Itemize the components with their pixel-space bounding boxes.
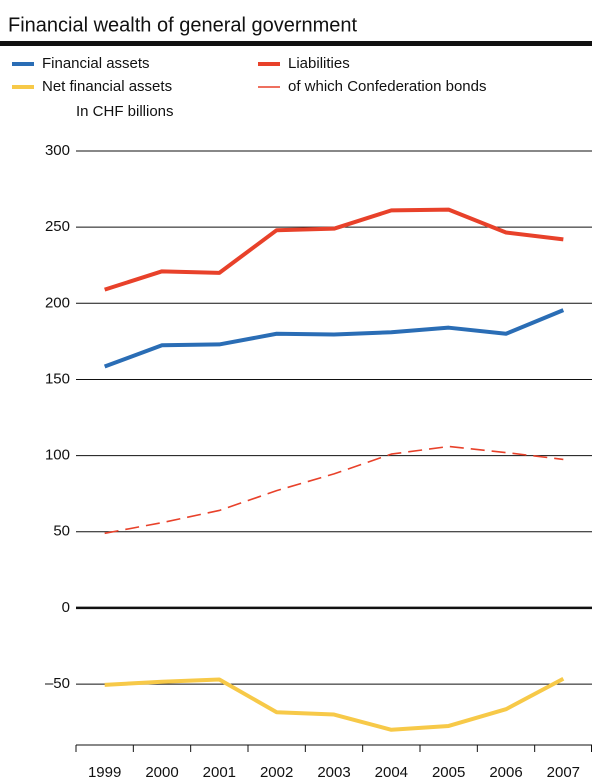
x-tick-label: 2005 — [432, 764, 465, 781]
y-tick-label: 300 — [45, 142, 70, 159]
chart-title: Financial wealth of general government — [8, 14, 358, 36]
legend-label: Liabilities — [288, 55, 350, 72]
x-tick-label: 2002 — [260, 764, 293, 781]
x-tick-label: 2007 — [547, 764, 580, 781]
x-tick-label: 2000 — [145, 764, 178, 781]
legend-label: Net financial assets — [42, 78, 172, 95]
x-tick-label: 2006 — [489, 764, 522, 781]
y-tick-label: 0 — [62, 599, 70, 616]
series-line — [104, 445, 564, 535]
y-tick-label: 100 — [45, 447, 70, 464]
series-line — [103, 308, 565, 369]
y-tick-label: –50 — [45, 675, 70, 692]
series-line — [104, 676, 565, 732]
y-tick-label: 150 — [45, 370, 70, 387]
y-tick-label: 250 — [45, 218, 70, 235]
x-tick-label: 2004 — [375, 764, 408, 781]
x-tick-label: 2003 — [317, 764, 350, 781]
y-tick-label: 50 — [53, 523, 70, 540]
title-rule — [0, 41, 592, 46]
legend-label: Financial assets — [42, 55, 150, 72]
x-tick-label: 1999 — [88, 764, 121, 781]
y-axis-label: In CHF billions — [76, 103, 174, 120]
x-tick-label: 2001 — [203, 764, 236, 781]
legend-label: of which Confederation bonds — [288, 78, 486, 95]
y-tick-label: 200 — [45, 294, 70, 311]
series-line — [104, 207, 564, 292]
